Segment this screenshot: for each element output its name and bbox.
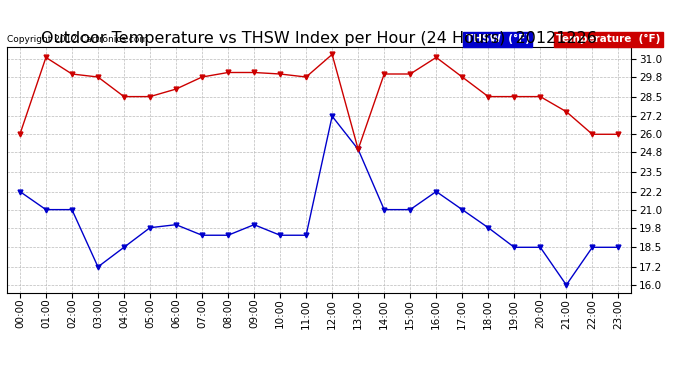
Title: Outdoor Temperature vs THSW Index per Hour (24 Hours)  20121226: Outdoor Temperature vs THSW Index per Ho… [41, 31, 597, 46]
Text: Copyright 2012 Cartronics.com: Copyright 2012 Cartronics.com [7, 35, 148, 44]
Text: THSW  (°F): THSW (°F) [466, 34, 530, 44]
Text: Temperature  (°F): Temperature (°F) [556, 34, 661, 44]
